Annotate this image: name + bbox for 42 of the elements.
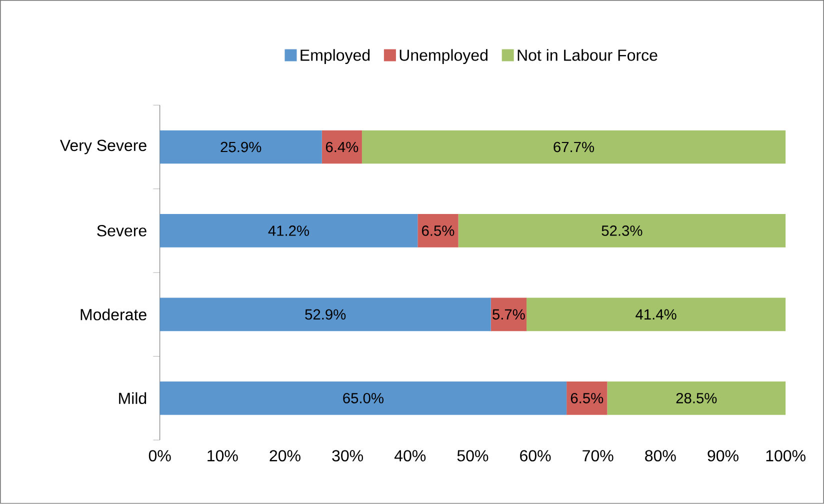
x-tick-label: 60% bbox=[520, 450, 551, 462]
legend-label: Employed bbox=[300, 49, 370, 64]
bar bbox=[458, 214, 786, 248]
bar bbox=[322, 130, 362, 164]
data-label: 6.5% bbox=[422, 226, 454, 236]
bar bbox=[160, 214, 418, 248]
y-tick-label: Mild bbox=[119, 392, 146, 404]
bar bbox=[418, 214, 458, 248]
data-label: 67.7% bbox=[554, 142, 594, 152]
bar bbox=[607, 382, 786, 415]
data-label: 6.5% bbox=[570, 393, 604, 404]
data-label: 52.9% bbox=[305, 309, 346, 320]
bar bbox=[160, 298, 491, 332]
x-tick-label: 50% bbox=[457, 450, 488, 462]
y-tick-label: Moderate bbox=[80, 308, 146, 320]
data-label: 41.2% bbox=[268, 226, 310, 236]
y-tick-label: Very Severe bbox=[60, 140, 146, 154]
data-label: 25.9% bbox=[220, 142, 262, 152]
x-tick-label: 30% bbox=[332, 450, 364, 462]
data-label: 65.0% bbox=[343, 393, 384, 404]
legend-label: Not in Labour Force bbox=[518, 49, 658, 61]
bar bbox=[160, 130, 322, 164]
legend-label: Unemployed bbox=[400, 49, 488, 64]
data-label: 28.5% bbox=[676, 393, 717, 404]
bar bbox=[566, 382, 608, 415]
x-tick-label: 90% bbox=[708, 450, 738, 462]
bar bbox=[362, 130, 786, 164]
x-tick-label: 80% bbox=[645, 450, 676, 462]
data-label: 5.7% bbox=[492, 309, 525, 320]
y-tick-label: Severe bbox=[97, 225, 146, 236]
bar bbox=[526, 298, 786, 332]
data-label: 52.3% bbox=[602, 226, 642, 236]
x-tick-label: 100% bbox=[766, 450, 806, 462]
x-tick-label: 10% bbox=[208, 450, 238, 462]
data-label: 6.4% bbox=[326, 142, 358, 152]
data-label: 41.4% bbox=[636, 309, 676, 320]
bar bbox=[160, 382, 567, 415]
bar bbox=[490, 298, 527, 332]
x-tick-label: 40% bbox=[394, 450, 426, 462]
x-tick-label: 0% bbox=[148, 450, 171, 462]
x-tick-label: 70% bbox=[582, 450, 614, 462]
x-tick-label: 20% bbox=[270, 450, 300, 462]
